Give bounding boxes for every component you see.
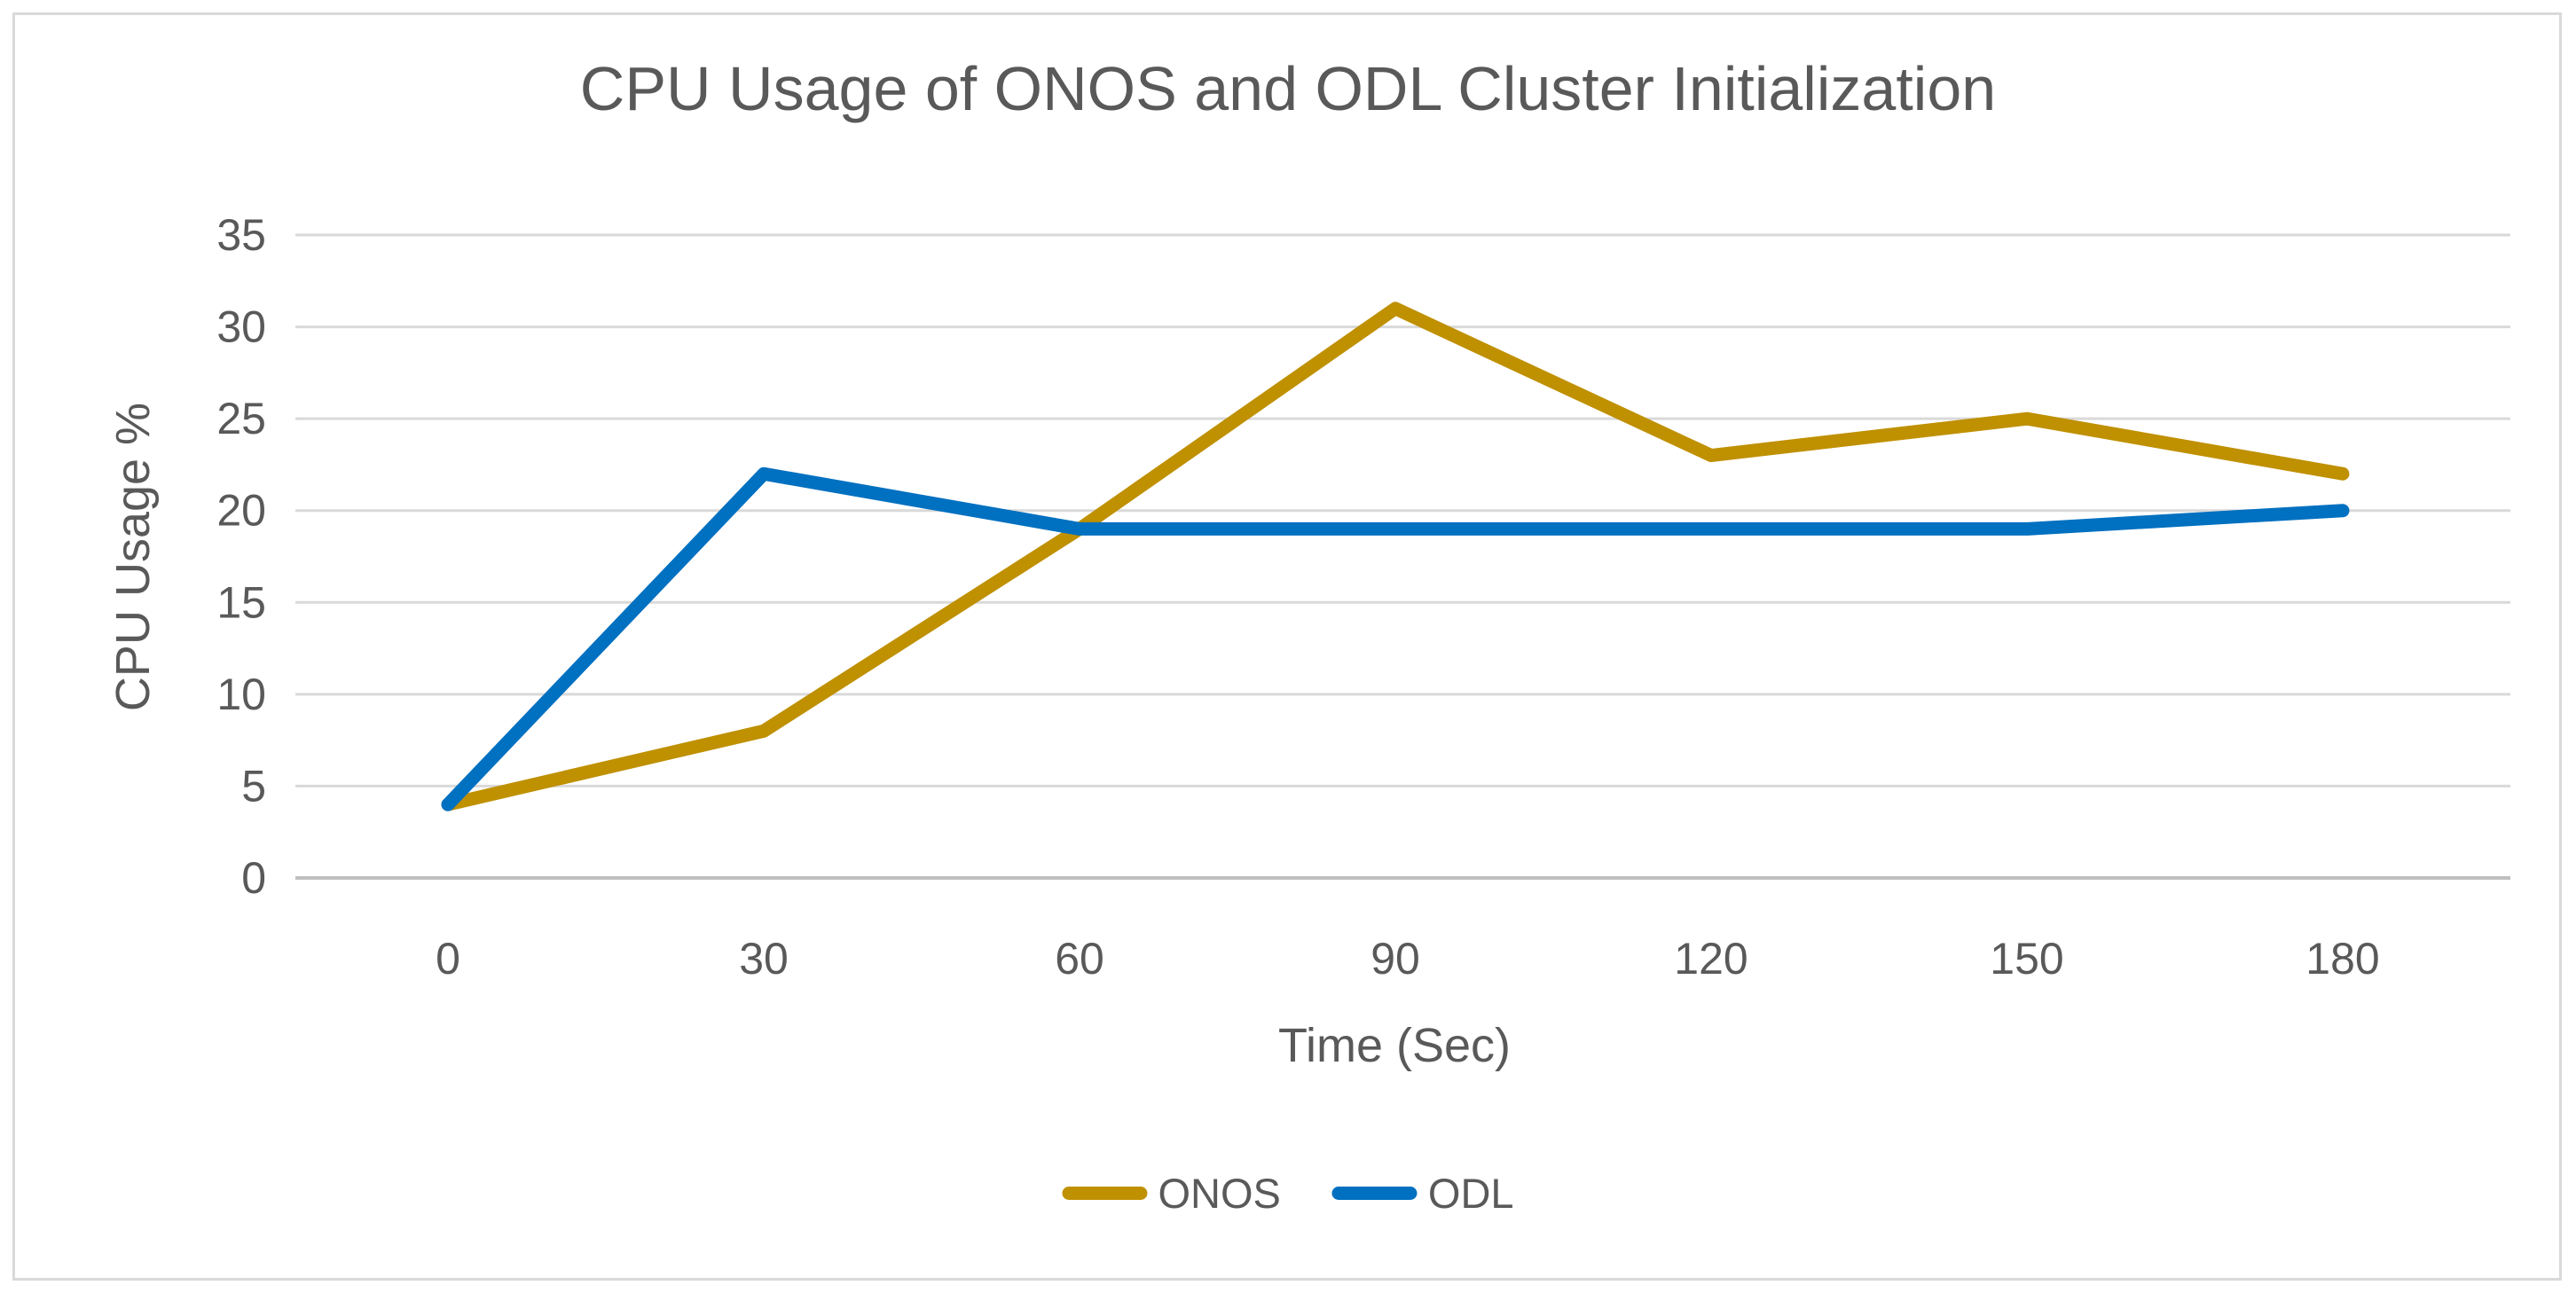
y-tick-label: 20 xyxy=(216,486,266,536)
legend-item-odl: ODL xyxy=(1331,1169,1514,1218)
legend-swatch-odl xyxy=(1331,1187,1418,1200)
legend-label-onos: ONOS xyxy=(1158,1170,1281,1217)
y-tick-label: 10 xyxy=(216,670,266,719)
x-tick-label: 120 xyxy=(1674,934,1747,983)
chart-title: CPU Usage of ONOS and ODL Cluster Initia… xyxy=(579,54,1997,123)
x-tick-label: 90 xyxy=(1370,934,1420,983)
y-tick-label: 0 xyxy=(241,853,266,903)
y-tick-label: 25 xyxy=(216,394,266,443)
series-line-odl xyxy=(441,466,2350,811)
legend-label-odl: ODL xyxy=(1427,1170,1514,1217)
x-tick-label: 180 xyxy=(2305,934,2379,983)
legend-item-onos: ONOS xyxy=(1062,1169,1281,1218)
legend: ONOS ODL xyxy=(1062,1169,1514,1218)
y-axis-title: CPU Usage % xyxy=(106,402,160,712)
series-line-onos xyxy=(441,302,2350,811)
x-axis-title: Time (Sec) xyxy=(1277,1019,1512,1072)
x-tick-label: 60 xyxy=(1055,934,1104,983)
y-tick-label: 15 xyxy=(216,577,266,627)
y-tick-label: 30 xyxy=(216,302,266,352)
x-tick-label: 0 xyxy=(436,934,460,983)
x-tick-label: 150 xyxy=(1990,934,2063,983)
y-tick-label: 35 xyxy=(216,210,266,260)
legend-swatch-onos xyxy=(1062,1187,1148,1200)
y-tick-label: 5 xyxy=(241,761,266,811)
x-tick-label: 30 xyxy=(739,934,789,983)
